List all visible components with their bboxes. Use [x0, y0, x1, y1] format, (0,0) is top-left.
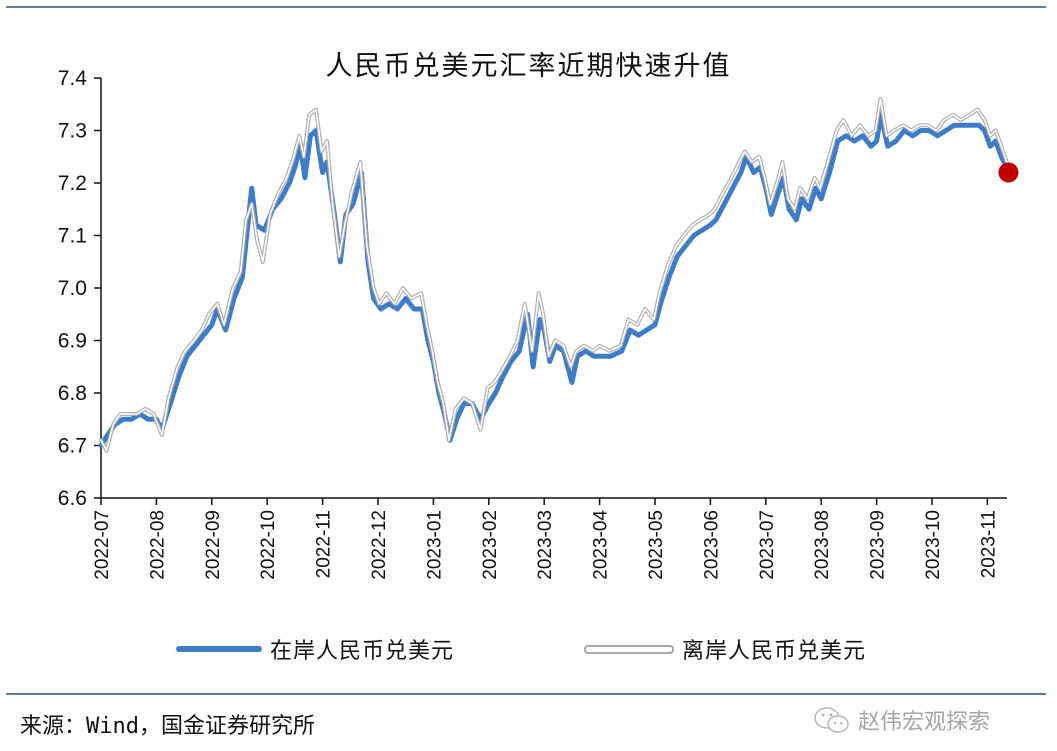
- y-tick-label: 7.3: [58, 120, 87, 143]
- x-tick-label: 2023-02: [480, 510, 501, 580]
- series-offshore-line-outline: [99, 97, 1009, 453]
- legend-item-offshore: 离岸人民币兑美元: [584, 632, 866, 666]
- y-tick-label: 7.1: [58, 225, 87, 248]
- x-tick-label: 2022-09: [203, 510, 224, 580]
- x-tick-label: 2022-10: [258, 510, 279, 580]
- x-tick-label: 2022-12: [369, 510, 390, 580]
- x-tick-label: 2022-08: [147, 510, 168, 580]
- source-note: 来源：Wind，国金证券研究所: [20, 714, 315, 739]
- legend-swatch-onshore-icon: [176, 646, 262, 652]
- y-tick-label: 6.9: [58, 330, 87, 353]
- top-divider: [6, 6, 1046, 8]
- chart-title: 人民币兑美元汇率近期快速升值: [325, 51, 732, 82]
- legend-swatch-offshore-icon: [584, 644, 674, 654]
- y-tick-label: 7.0: [58, 277, 87, 300]
- x-tick-label: 2023-03: [535, 510, 556, 580]
- x-tick-label: 2023-07: [757, 510, 778, 580]
- x-tick-label: 2022-07: [92, 510, 113, 580]
- y-tick-label: 7.4: [58, 67, 88, 90]
- y-tick-label: 7.2: [58, 172, 87, 195]
- chart-legend: 在岸人民币兑美元 离岸人民币兑美元: [0, 632, 1057, 666]
- x-tick-label: 2023-01: [424, 510, 445, 580]
- series-offshore-line-inner: [100, 98, 1008, 452]
- x-tick-label: 2023-06: [701, 510, 722, 580]
- bottom-divider: [6, 693, 1046, 695]
- x-tick-label: 2023-11: [978, 510, 999, 578]
- legend-label-offshore: 离岸人民币兑美元: [682, 639, 867, 664]
- x-tick-label: 2022-11: [314, 510, 335, 578]
- x-tick-label: 2023-04: [591, 510, 612, 580]
- watermark-text: 赵伟宏观探索: [858, 710, 991, 735]
- x-tick-label: 2023-10: [923, 510, 944, 580]
- x-tick-label: 2023-09: [868, 510, 889, 580]
- watermark: 赵伟宏观探索: [812, 704, 990, 736]
- line-chart: 6.6 6.7 6.8 6.9 7.0 7.1 7.2 7.3 7.4 2022-07 2022-0…: [58, 67, 1019, 580]
- y-tick-label: 6.8: [58, 382, 87, 405]
- x-tick-label: 2023-05: [646, 510, 667, 580]
- x-tick-label: 2023-08: [812, 510, 833, 580]
- wechat-icon: [814, 707, 849, 733]
- y-tick-label: 6.7: [58, 435, 87, 458]
- legend-label-onshore: 在岸人民币兑美元: [270, 639, 455, 664]
- legend-item-onshore: 在岸人民币兑美元: [176, 632, 454, 666]
- y-tick-label: 6.6: [58, 487, 87, 510]
- latest-point-marker: [998, 162, 1019, 183]
